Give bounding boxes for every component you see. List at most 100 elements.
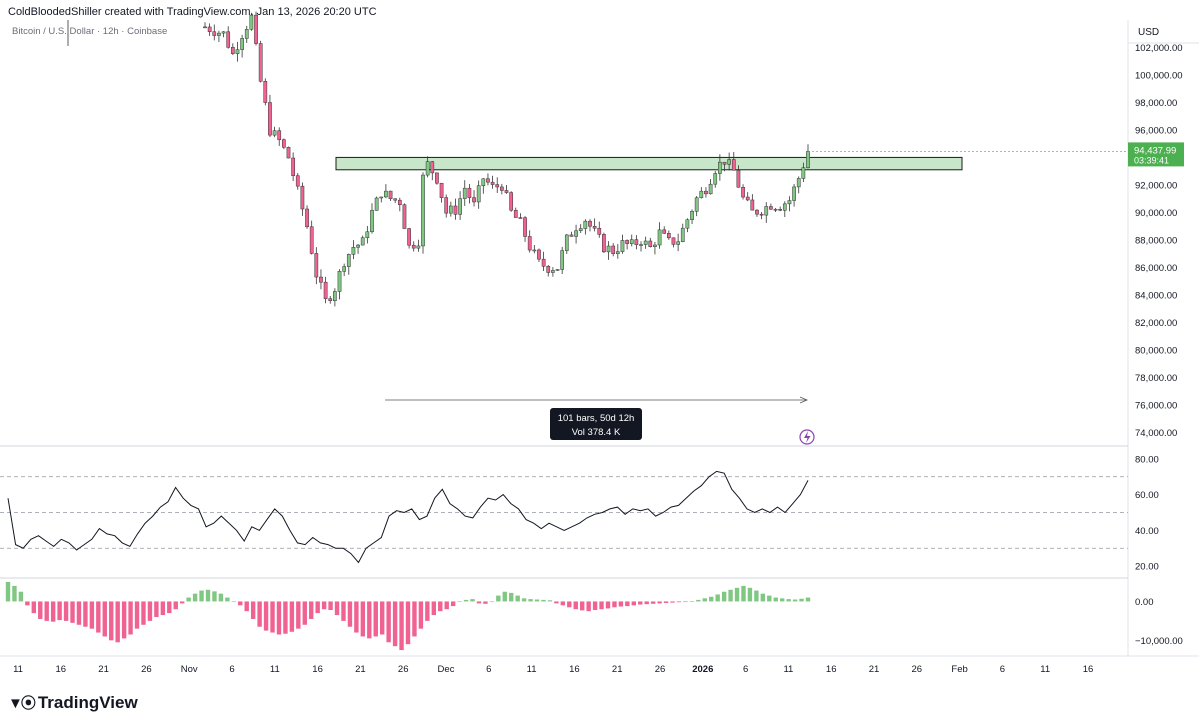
candle-body [397, 199, 402, 205]
macd-bar [296, 601, 301, 629]
candle-body [764, 206, 769, 216]
tradingview-logo-icon: ▼⦿ [8, 695, 36, 712]
candle-body [532, 249, 537, 252]
rsi-tick-label: 20.00 [1135, 562, 1159, 573]
macd-bar [457, 601, 462, 603]
currency-label[interactable]: USD [1138, 27, 1160, 38]
macd-bar [476, 601, 482, 604]
macd-bar [767, 595, 772, 602]
candle-body [258, 43, 263, 82]
candle-body [648, 240, 653, 248]
candle-body [727, 159, 731, 165]
macd-bar [44, 601, 49, 621]
measure-volume-label: Vol 378.4 K [572, 427, 621, 438]
candle-body [662, 229, 667, 234]
time-tick-label: 16 [826, 664, 837, 675]
macd-bar [579, 601, 585, 611]
macd-bar [205, 589, 211, 602]
measure-arrow-icon [799, 396, 809, 404]
macd-bar [167, 601, 172, 614]
candle-body [578, 228, 583, 231]
candle-body [393, 198, 398, 201]
macd-bar [431, 601, 437, 616]
price-tick-label: 80,000.00 [1135, 345, 1177, 356]
macd-bar [605, 601, 611, 609]
candle-body [337, 271, 342, 292]
macd-bar [683, 601, 688, 603]
candle-body [611, 245, 616, 254]
tradingview-logo[interactable]: ▼⦿ TradingView [8, 692, 138, 713]
candle-body [676, 241, 680, 245]
candle-body [537, 249, 541, 260]
candle-body [411, 244, 416, 249]
macd-bar [805, 597, 811, 602]
macd-bar [57, 601, 62, 621]
candle-body [249, 14, 254, 30]
rsi-line [7, 470, 809, 564]
price-tick-label: 88,000.00 [1135, 235, 1177, 246]
candle-body [467, 187, 472, 198]
candle-body [425, 161, 430, 176]
candle-body [462, 187, 467, 199]
candle-body [282, 139, 286, 148]
candle-body [666, 233, 671, 239]
candle-body [444, 197, 449, 214]
macd-bar [405, 601, 411, 645]
macd-bar [618, 601, 624, 607]
candle-body [602, 234, 606, 253]
candle-body [430, 161, 435, 174]
macd-bar [567, 601, 572, 608]
candle-body [374, 197, 379, 211]
candle-body [583, 220, 588, 229]
price-tick-label: 98,000.00 [1135, 98, 1177, 109]
candle-body [527, 236, 532, 251]
candle-body [639, 244, 643, 246]
time-tick-label: Nov [181, 664, 198, 675]
macd-bar [109, 601, 114, 641]
macd-bar [173, 601, 178, 610]
macd-bar [160, 601, 166, 616]
macd-bar [328, 601, 333, 610]
time-tick-label: 16 [56, 664, 67, 675]
candle-body [546, 266, 551, 273]
macd-bar [31, 601, 37, 614]
macd-bar [592, 601, 598, 610]
price-tick-label: 92,000.00 [1135, 180, 1177, 191]
logo-text: TradingView [37, 692, 138, 712]
macd-bar [418, 601, 424, 629]
candle-body [328, 298, 333, 301]
candle-body [346, 254, 351, 267]
candle-body [787, 200, 792, 205]
candle-body [472, 197, 476, 203]
candle-body [254, 14, 258, 44]
macd-bar [747, 587, 753, 602]
macd-bar [657, 601, 662, 604]
candle-body [490, 181, 495, 185]
candle-body [750, 199, 755, 211]
symbol-title[interactable]: Bitcoin / U.S. Dollar · 12h · Coinbase [12, 26, 168, 37]
macd-bar [25, 601, 30, 606]
candle-body [690, 211, 694, 220]
candle-body [240, 38, 244, 50]
price-tick-label: 86,000.00 [1135, 263, 1177, 274]
candle-body [379, 196, 384, 199]
candle-body [207, 26, 212, 33]
macd-bar [334, 601, 340, 616]
macd-bar [63, 601, 69, 621]
macd-bar [792, 599, 798, 602]
candle-body [504, 190, 509, 193]
candle-body [745, 196, 750, 201]
macd-bar [709, 596, 714, 602]
price-tick-label: 76,000.00 [1135, 400, 1177, 411]
time-tick-label: 16 [1083, 664, 1094, 675]
macd-bar [625, 601, 630, 607]
macd-bar [734, 587, 740, 602]
candle-body [402, 204, 407, 229]
macd-bar [741, 585, 746, 602]
macd-bar [554, 601, 559, 604]
macd-tick-label: −10,000.00 [1135, 636, 1183, 647]
macd-bar [399, 601, 404, 651]
candle-body [370, 210, 374, 233]
macd-bar [128, 601, 133, 635]
